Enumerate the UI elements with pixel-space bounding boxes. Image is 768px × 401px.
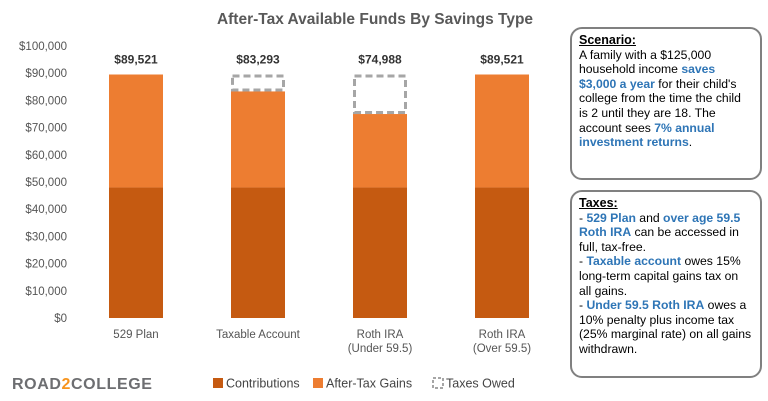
data-label: $74,988	[358, 53, 402, 67]
taxes-bullet-2-prefix: -	[579, 254, 587, 269]
scenario-highlight-returns: 7% annual investment returns	[579, 120, 715, 150]
taxes-bullet-1-prefix: -	[579, 210, 587, 225]
data-label: $89,521	[480, 53, 524, 67]
category-label: (Under 59.5)	[348, 343, 413, 355]
bar-after-tax-gains	[231, 91, 285, 188]
legend-swatch-after-tax-gains	[313, 378, 323, 388]
category-label: Roth IRA	[479, 329, 526, 341]
legend-swatch-contributions	[213, 378, 223, 388]
category-labels: 529 Plan Taxable Account Roth IRA (Under 59…	[113, 329, 531, 355]
scenario-heading: Scenario:	[579, 33, 636, 47]
logo-part-2: 2	[61, 376, 72, 393]
category-label: Roth IRA	[357, 329, 404, 341]
scenario-text-3: .	[688, 135, 693, 150]
taxes-box: Taxes: - 529 Plan and over age 59.5 Roth…	[570, 190, 762, 378]
y-tick-label: $0	[54, 313, 67, 325]
y-tick-label: $100,000	[19, 41, 67, 53]
bar-after-tax-gains	[475, 74, 529, 188]
legend-label: Contributions	[226, 377, 300, 391]
taxes-highlight-under-59: Under 59.5 Roth IRA	[586, 298, 705, 313]
taxes-bullet-3-prefix: -	[579, 298, 587, 313]
taxes-bullet-3-text: owes a 10% penalty plus income tax (25% …	[579, 298, 752, 356]
taxes-bullet-1-text-2: can be accessed in full, tax-free.	[579, 225, 739, 254]
bar-contributions	[231, 187, 285, 318]
scenario-highlight-savings: saves $3,000 a year	[579, 62, 716, 91]
taxes-bullet-2-text: owes 15% long-term capital gains tax on …	[579, 254, 741, 298]
bar-taxes-owed	[353, 74, 407, 115]
category-label: (Over 59.5)	[473, 343, 531, 355]
y-tick-label: $30,000	[25, 231, 67, 243]
category-label: Taxable Account	[216, 329, 301, 341]
bar-contributions	[353, 187, 407, 318]
road2college-logo: ROAD2COLLEGE	[12, 376, 153, 394]
bar-taxes-owed	[231, 74, 285, 92]
scenario-text-1: A family with a $125,000 household incom…	[579, 47, 712, 77]
y-tick-label: $80,000	[25, 95, 67, 107]
chart-title: After-Tax Available Funds By Savings Typ…	[217, 11, 533, 28]
category-label: 529 Plan	[113, 329, 158, 341]
data-labels: $89,521 $83,293 $74,988 $89,521	[114, 53, 524, 67]
logo-part-3: COLLEGE	[71, 376, 153, 393]
data-label: $89,521	[114, 53, 158, 67]
bar-after-tax-gains	[353, 114, 407, 188]
y-tick-label: $60,000	[25, 150, 67, 162]
legend-label: After-Tax Gains	[326, 377, 412, 391]
bar-contributions	[109, 187, 163, 318]
bar-after-tax-gains	[109, 74, 163, 188]
taxes-heading: Taxes:	[579, 196, 618, 210]
y-tick-label: $20,000	[25, 259, 67, 271]
taxes-highlight-taxable: Taxable account	[586, 254, 682, 269]
y-tick-label: $90,000	[25, 68, 67, 80]
taxes-highlight-529: 529 Plan	[586, 210, 636, 225]
y-tick-label: $50,000	[25, 177, 67, 189]
data-label: $83,293	[236, 53, 280, 67]
y-tick-label: $40,000	[25, 204, 67, 216]
y-axis-ticks: $0 $10,000 $20,000 $30,000 $40,000 $50,000 $60…	[19, 41, 67, 325]
scenario-box: Scenario: A family with a $125,000 house…	[570, 27, 762, 180]
bar-contributions	[475, 187, 529, 318]
bars	[109, 74, 529, 318]
y-tick-label: $10,000	[25, 286, 67, 298]
taxes-highlight-over-59: over age 59.5 Roth IRA	[579, 210, 741, 240]
legend-swatch-taxes-owed	[432, 377, 444, 389]
legend: Contributions After-Tax Gains Taxes Owed	[213, 377, 515, 391]
y-tick-label: $70,000	[25, 123, 67, 135]
legend-label: Taxes Owed	[446, 377, 515, 391]
taxes-bullet-1-text-1: and	[635, 210, 664, 225]
scenario-text-2: for their child's college from the time …	[579, 76, 741, 135]
logo-part-1: ROAD	[12, 376, 62, 393]
